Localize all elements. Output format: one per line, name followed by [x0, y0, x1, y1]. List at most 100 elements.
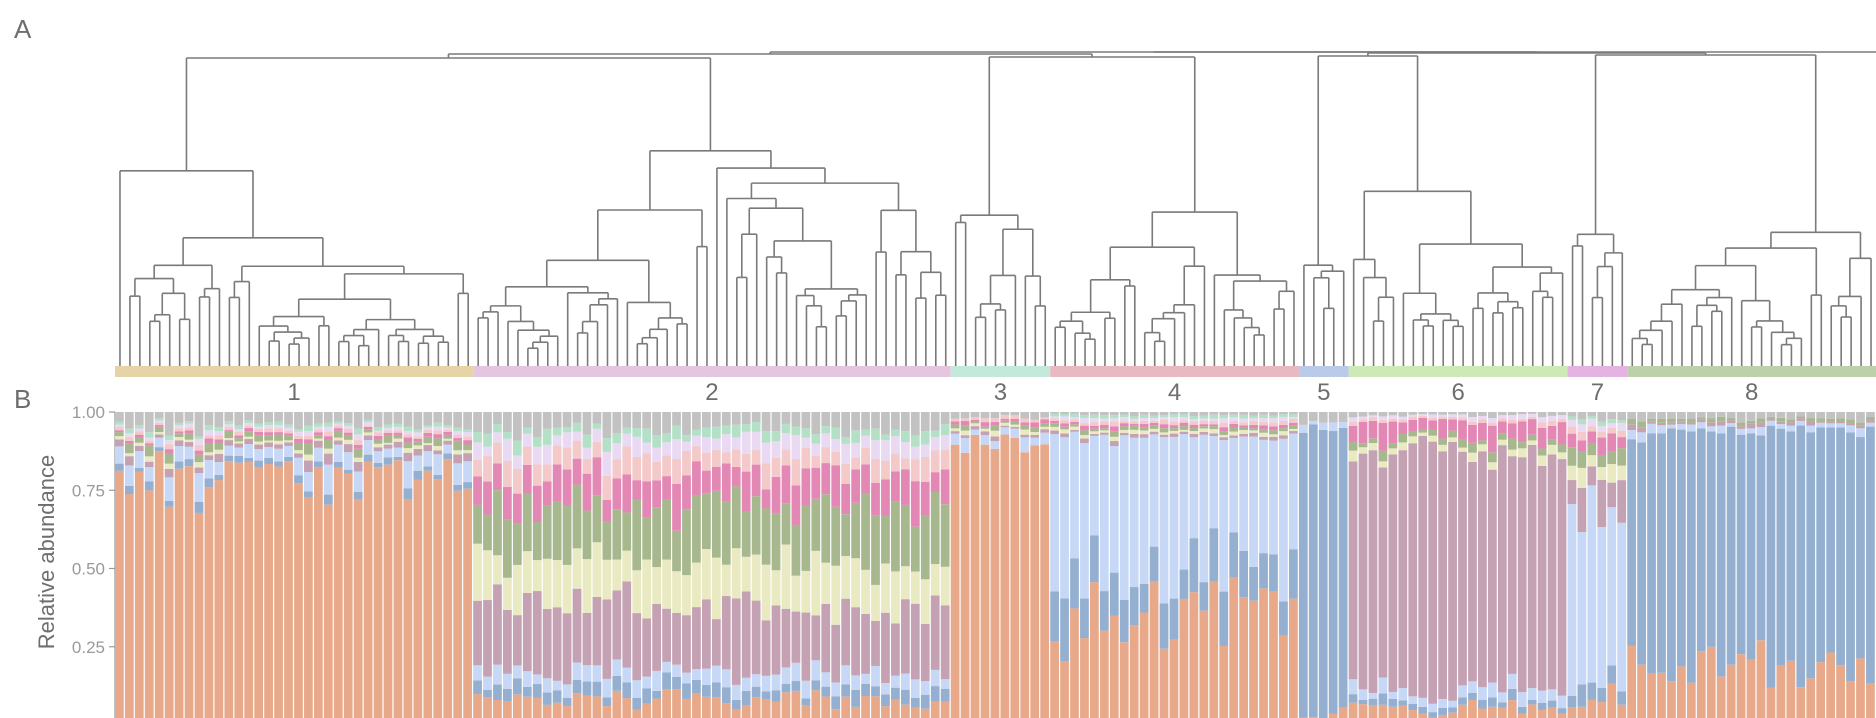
cluster-strip-3: [950, 366, 1051, 377]
bar-segment: [333, 467, 343, 718]
bar-segment: [542, 412, 552, 429]
bar-segment: [1060, 429, 1069, 434]
bar-segment: [1030, 412, 1040, 420]
cluster-label-4: 4: [1168, 379, 1181, 406]
bar-segment: [1269, 430, 1278, 435]
bar-segment: [731, 709, 741, 718]
bar-segment: [373, 462, 383, 468]
bar-segment: [1139, 427, 1149, 431]
bar-segment: [642, 481, 652, 518]
bar-segment: [1736, 426, 1746, 429]
bar-segment: [1617, 522, 1627, 692]
bar-segment: [851, 412, 860, 431]
bar-segment: [194, 473, 204, 502]
bar-segment: [721, 463, 731, 502]
bar-segment: [1050, 416, 1059, 419]
bar-segment: [453, 454, 463, 464]
bar-segment: [940, 435, 950, 451]
bar-segment: [652, 603, 662, 671]
bar-segment: [622, 446, 632, 475]
bar-segment: [881, 412, 890, 435]
bar-segment: [413, 470, 423, 480]
bar-segment: [164, 449, 174, 454]
cluster-label-7: 7: [1591, 379, 1604, 406]
bar-segment: [1199, 418, 1209, 421]
bar-segment: [781, 449, 791, 466]
bar-segment: [761, 691, 771, 700]
bar-segment: [910, 603, 920, 680]
bar-segment: [1746, 428, 1756, 434]
bar-segment: [194, 444, 204, 451]
bar-segment: [831, 506, 841, 566]
bar-segment: [592, 428, 602, 442]
bar-segment: [353, 434, 363, 441]
bar-segment: [582, 613, 592, 666]
bar-segment: [1388, 706, 1398, 718]
y-axis-title: Relative abundance: [34, 455, 59, 649]
bar-segment: [512, 678, 522, 695]
bar-segment: [1368, 420, 1378, 439]
bar-segment: [1060, 433, 1069, 438]
bar-segment: [1209, 418, 1219, 422]
bar-segment: [741, 556, 751, 592]
bar-segment: [1567, 695, 1577, 708]
bar-segment: [702, 452, 711, 471]
bar-segment: [761, 508, 771, 565]
bar-segment: [1030, 445, 1040, 718]
bar-segment: [562, 564, 572, 614]
bar-segment: [702, 437, 711, 453]
bar-segment: [264, 447, 273, 458]
bar-segment: [214, 449, 224, 454]
bar-segment: [144, 467, 154, 482]
bar-segment: [512, 455, 522, 470]
bar-segment: [214, 474, 224, 481]
bar-segment: [602, 451, 612, 476]
bar-segment: [1229, 437, 1239, 533]
bar-segment: [1249, 428, 1258, 431]
bar-segment: [1139, 430, 1149, 435]
bar-segment: [602, 438, 612, 452]
bar-segment: [1866, 683, 1875, 718]
bar-segment: [1080, 638, 1089, 718]
bar-segment: [1468, 424, 1477, 443]
bar-segment: [453, 427, 463, 432]
bar-segment: [1468, 417, 1477, 422]
bar-segment: [443, 453, 453, 460]
bar-segment: [642, 428, 652, 443]
bar-segment: [1109, 426, 1119, 432]
bar-segment: [622, 682, 632, 699]
bar-segment: [1428, 429, 1438, 436]
bar-segment: [1159, 603, 1169, 649]
bar-segment: [1229, 420, 1239, 424]
bar-segment: [1487, 706, 1497, 718]
bar-segment: [473, 442, 482, 460]
bar-segment: [1358, 416, 1368, 420]
bar-segment: [1736, 654, 1746, 718]
bar-segment: [453, 484, 463, 491]
bar-segment: [1537, 412, 1547, 418]
bar-segment: [393, 447, 403, 457]
bar-segment: [1259, 429, 1268, 433]
bar-segment: [741, 677, 751, 691]
bar-segment: [1478, 708, 1487, 718]
bar-segment: [592, 665, 602, 682]
bar-segment: [463, 461, 472, 483]
bar-segment: [1497, 412, 1507, 416]
cluster-label-3: 3: [994, 379, 1007, 406]
bar-segment: [1159, 415, 1169, 418]
bar-segment: [184, 430, 194, 434]
bar-segment: [363, 426, 373, 430]
bar-segment: [682, 441, 691, 451]
bar-segment: [811, 412, 821, 435]
bar-segment: [821, 447, 831, 464]
bar-segment: [1438, 698, 1447, 708]
bar-segment: [751, 431, 761, 451]
bar-segment: [920, 431, 930, 445]
bar-segment: [453, 438, 463, 441]
bar-segment: [741, 431, 751, 454]
bar-segment: [323, 426, 333, 432]
bar-segment: [881, 479, 890, 516]
bar-segment: [1269, 422, 1278, 427]
bar-segment: [1358, 699, 1368, 705]
bar-segment: [900, 431, 910, 442]
